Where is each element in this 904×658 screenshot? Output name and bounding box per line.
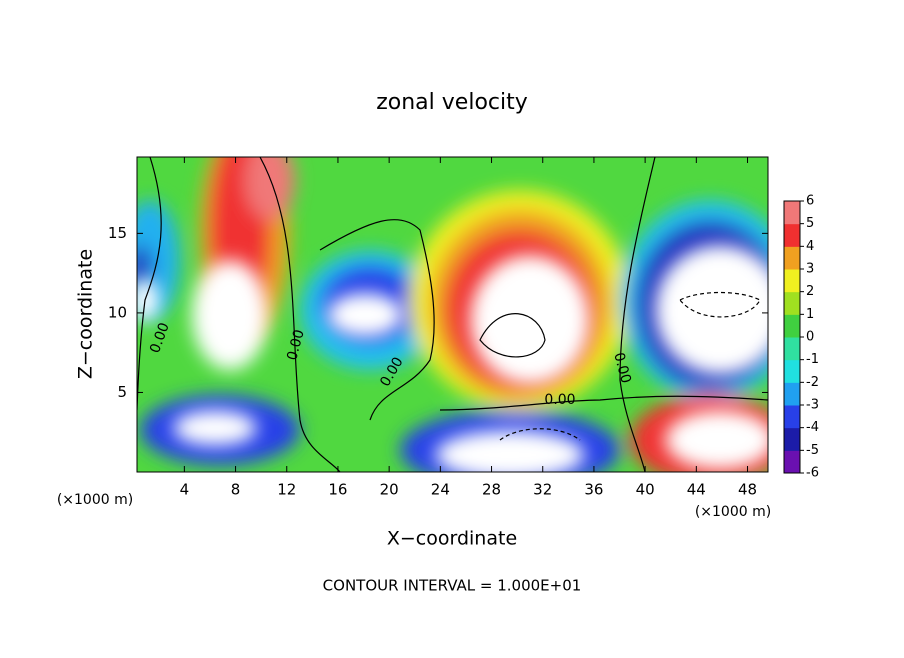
- y-axis-label: Z−coordinate: [75, 249, 97, 379]
- colorbar-band: [784, 427, 800, 451]
- colorbar-tick-label: 3: [806, 262, 814, 277]
- x-unit: (×1000 m): [695, 504, 771, 520]
- x-axis-label: X−coordinate: [387, 528, 517, 550]
- colorbar-tick-label: 0: [806, 330, 814, 345]
- chart-title: zonal velocity: [376, 90, 528, 115]
- y-tick-label: 10: [108, 303, 127, 321]
- contour-label: 0.00: [610, 351, 634, 385]
- colorbar-tick-label: -5: [806, 443, 819, 458]
- colorbar-band: [784, 359, 800, 383]
- colorbar-tick-label: -2: [806, 375, 819, 390]
- colorbar-band: [784, 337, 800, 361]
- plot-frame: [136, 156, 769, 473]
- footer: CONTOUR INTERVAL = 1.000E+01: [323, 577, 582, 595]
- y-unit: (×1000 m): [57, 492, 133, 508]
- contour-label: 0.00: [284, 328, 308, 362]
- x-tick-label: 20: [380, 481, 399, 499]
- x-tick-label: 28: [482, 481, 501, 499]
- colorbar-tick-label: -3: [806, 398, 819, 413]
- colorbar-band: [784, 314, 800, 338]
- x-tick-label: 32: [533, 481, 552, 499]
- colorbar-band: [784, 201, 800, 225]
- colorbar-tick-label: 1: [806, 307, 814, 322]
- y-tick-label: 15: [108, 224, 127, 242]
- colorbar-tick-label: 4: [806, 239, 814, 254]
- contour-label: 0.00: [544, 392, 575, 408]
- colorbar-tick-label: 5: [806, 216, 814, 231]
- x-tick-label: 44: [687, 481, 706, 499]
- x-tick-label: 8: [231, 481, 241, 499]
- colorbar-tick-label: 6: [806, 194, 814, 209]
- colorbar-band: [784, 223, 800, 247]
- colorbar-tick-label: 2: [806, 284, 814, 299]
- colorbar-tick-label: -6: [806, 466, 819, 481]
- colorbar-band: [784, 269, 800, 293]
- colorbar-band: [784, 405, 800, 429]
- x-tick-label: 12: [277, 481, 296, 499]
- field: [137, 157, 768, 472]
- y-tick-label: 5: [117, 383, 127, 401]
- colorbar-tick-label: -1: [806, 352, 819, 367]
- x-tick-label: 4: [180, 481, 190, 499]
- colorbar-tick-label: -4: [806, 420, 819, 435]
- colorbar-band: [784, 450, 800, 474]
- x-tick-label: 40: [636, 481, 655, 499]
- x-tick-label: 16: [328, 481, 347, 499]
- colorbar-band: [784, 291, 800, 315]
- colorbar-band: [784, 382, 800, 406]
- x-tick-label: 36: [584, 481, 603, 499]
- colorbar-band: [784, 246, 800, 270]
- x-tick-label: 24: [431, 481, 450, 499]
- x-tick-label: 48: [738, 481, 757, 499]
